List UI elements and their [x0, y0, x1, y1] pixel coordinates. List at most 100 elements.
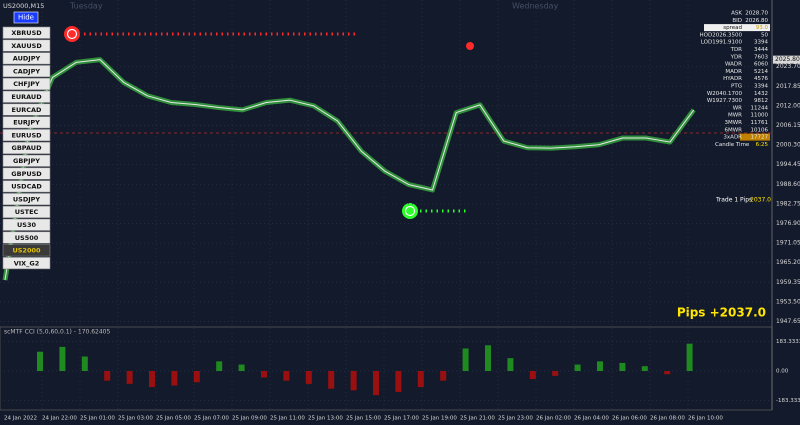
price-tick-label: 1971.05	[776, 240, 800, 247]
signal-marker	[64, 26, 80, 42]
hide-button-label[interactable]: Hide	[18, 14, 34, 22]
symbol-button-label[interactable]: USDCAD	[11, 183, 42, 191]
symbol-button-label[interactable]: AUDJPY	[13, 55, 41, 63]
info-value: 3394	[754, 84, 768, 90]
info-value: 2028.70	[745, 11, 768, 17]
info-value: 5214	[754, 69, 768, 75]
info-value: 11761	[751, 120, 769, 126]
time-tick-label: 25 Jan 05:00	[156, 416, 191, 422]
price-tick-label: 2000.30	[776, 142, 800, 149]
symbol-button[interactable]	[2, 129, 51, 142]
symbol-button[interactable]	[2, 65, 51, 78]
symbol-button[interactable]	[2, 257, 51, 270]
cci-bar	[149, 371, 155, 388]
symbol-button-label[interactable]: CHFJPY	[13, 80, 40, 88]
time-tick-label: 25 Jan 09:00	[232, 416, 267, 422]
info-key: HYADR	[723, 76, 742, 82]
cci-bar	[373, 371, 379, 396]
cci-bar	[574, 364, 581, 371]
symbol-button[interactable]	[2, 193, 51, 206]
time-tick-label: 25 Jan 07:00	[194, 416, 229, 422]
symbol-button[interactable]	[2, 52, 51, 65]
symbol-button-label[interactable]: USTEC	[15, 208, 39, 216]
price-tick-label: 2017.85	[776, 83, 800, 90]
signal-marker-inner	[66, 28, 78, 40]
symbol-button[interactable]	[2, 39, 51, 52]
cci-bar	[126, 371, 133, 384]
info-key: Candle Time	[715, 142, 750, 148]
info-value: 10106	[751, 127, 769, 133]
info-value: 4576	[754, 76, 768, 82]
cci-bar	[440, 371, 447, 381]
symbol-button[interactable]	[2, 205, 51, 218]
symbol-button[interactable]	[2, 244, 51, 257]
time-tick-label: 25 Jan 17:00	[384, 416, 419, 422]
symbol-button[interactable]	[2, 154, 51, 167]
cci-bar	[462, 348, 469, 371]
symbol-button-label[interactable]: XAUUSD	[11, 42, 42, 50]
info-key: ASK	[731, 11, 742, 17]
info-key: 6MWR	[724, 127, 742, 133]
symbol-button-label[interactable]: US30	[17, 221, 36, 229]
symbol-button-label[interactable]: EURUSD	[11, 131, 42, 139]
symbol-button[interactable]	[2, 167, 51, 180]
info-value: 6060	[754, 62, 768, 68]
cci-bar	[104, 371, 111, 381]
info-key: MADR	[725, 69, 742, 75]
symbol-button-label[interactable]: CADJPY	[13, 67, 40, 75]
info-key: PTG	[731, 84, 742, 90]
time-tick-label: 26 Jan 08:00	[650, 416, 685, 422]
info-value: 3444	[754, 47, 768, 53]
adr-box	[740, 133, 770, 141]
symbol-button-label[interactable]: EURAUD	[11, 93, 42, 101]
time-tick-label: 25 Jan 01:00	[80, 416, 115, 422]
symbol-button-label[interactable]: USDJPY	[13, 195, 41, 203]
symbol-button-label[interactable]: GBPJPY	[13, 157, 40, 165]
symbol-button[interactable]	[2, 90, 51, 103]
hide-button[interactable]	[13, 11, 39, 24]
info-key: 3MWR	[724, 120, 742, 126]
price-tick-label: 1976.90	[776, 220, 800, 227]
time-tick-label: 24 Jan 22:00	[42, 416, 77, 422]
cci-bar	[59, 346, 66, 371]
info-value: 1432	[754, 91, 768, 97]
symbol-button-label[interactable]: EURCAD	[12, 106, 43, 114]
cci-bar	[238, 364, 245, 371]
cci-bar	[193, 371, 200, 383]
day-label: Tuesday	[69, 2, 103, 11]
info-key: TDR	[730, 47, 743, 53]
price-tick-label: 2023.70	[776, 63, 800, 70]
symbol-button[interactable]	[2, 26, 51, 39]
symbol-button[interactable]	[2, 103, 51, 116]
time-tick-label: 26 Jan 10:00	[688, 416, 723, 422]
cci-bar	[552, 371, 559, 376]
symbol-button-label[interactable]: GBPUSD	[11, 170, 42, 178]
price-tick-label: 2012.00	[776, 102, 800, 109]
info-value: 9812	[754, 98, 768, 104]
symbol-button-label[interactable]: EURJPY	[13, 119, 40, 127]
symbol-button-label[interactable]: GBPAUD	[12, 144, 43, 152]
time-tick-label: 26 Jan 02:00	[536, 416, 571, 422]
cci-bar	[529, 371, 536, 380]
info-value: 3394	[754, 40, 768, 46]
price-tick-label: 1982.75	[776, 200, 800, 207]
cci-bar	[81, 356, 88, 371]
symbol-button[interactable]	[2, 231, 51, 244]
symbol-button[interactable]	[2, 116, 51, 129]
symbol-button-label[interactable]: VIX_G2	[14, 259, 40, 267]
info-key: HOD2026.3500	[700, 32, 743, 38]
symbol-button-label[interactable]: US2000	[12, 247, 41, 255]
current-price-label: 2025.80	[775, 56, 800, 63]
indicator-tick-label: -183.3333	[776, 398, 800, 404]
price-line	[4, 59, 695, 281]
info-key: W2040.1700	[707, 91, 743, 97]
symbol-button[interactable]	[2, 141, 51, 154]
info-value: 11000	[751, 113, 769, 119]
symbol-button[interactable]	[2, 77, 51, 90]
symbol-button[interactable]	[2, 218, 51, 231]
symbol-button-label[interactable]: US500	[15, 234, 39, 242]
symbol-button-label[interactable]: XBRUSD	[11, 29, 42, 37]
symbol-button[interactable]	[2, 180, 51, 193]
signal-marker-inner	[404, 205, 416, 217]
